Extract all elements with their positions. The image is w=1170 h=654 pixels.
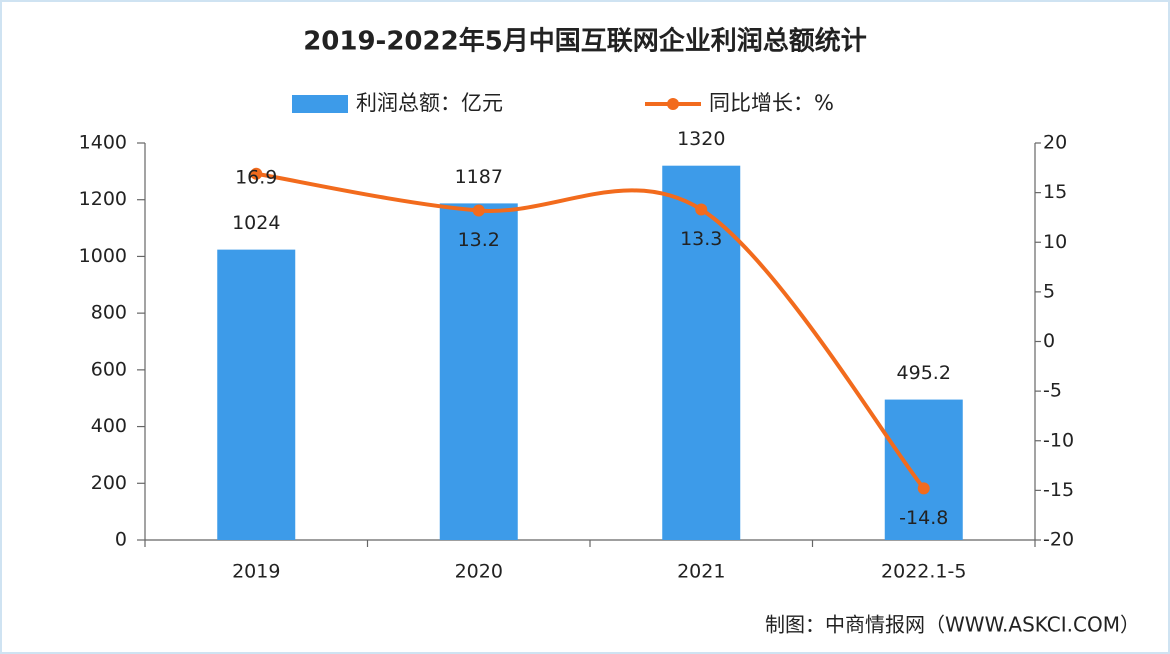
bar-value-label: 1187 [455, 166, 503, 188]
line-point [917, 482, 930, 495]
legend-label: 同比增长：% [709, 91, 834, 115]
line-value-label: 13.3 [680, 228, 722, 250]
line-point [250, 167, 263, 180]
line-value-label: -14.8 [899, 507, 948, 529]
bar-value-label: 1024 [232, 212, 280, 234]
x-tick-label: 2020 [455, 561, 503, 583]
x-tick-label: 2022.1-5 [881, 561, 966, 583]
y-tick-label: 0 [115, 529, 127, 551]
x-tick-label: 2019 [232, 561, 280, 583]
line [255, 171, 926, 490]
legend-swatch [292, 95, 348, 113]
y-tick-label: 600 [91, 358, 127, 380]
y2-tick-label: -15 [1043, 479, 1074, 501]
bar [217, 249, 296, 540]
y2-tick-label: 20 [1043, 132, 1067, 154]
bar [439, 203, 518, 541]
y-tick-label: 1200 [79, 188, 127, 210]
y2-tick-label: 0 [1043, 330, 1055, 352]
y2-tick-label: -5 [1043, 380, 1062, 402]
y-tick-label: 800 [91, 302, 127, 324]
legend-label: 利润总额：亿元 [356, 91, 503, 115]
bar [884, 399, 963, 540]
y2-tick-label: -20 [1043, 529, 1074, 551]
line-point [695, 203, 708, 216]
legend-swatch [667, 98, 679, 110]
bar [662, 165, 741, 540]
y-tick-label: 1400 [79, 132, 127, 154]
y2-tick-label: 10 [1043, 231, 1067, 253]
bar-value-label: 1320 [677, 128, 725, 150]
source-note: 制图：中商情报网（WWW.ASKCI.COM） [765, 613, 1140, 637]
y-tick-label: 200 [91, 472, 127, 494]
line-value-label: 13.2 [458, 229, 500, 251]
y-tick-label: 400 [91, 415, 127, 437]
bar-value-label: 495.2 [897, 362, 951, 384]
line-value-label: 16.9 [235, 166, 277, 188]
line-point [472, 204, 485, 217]
y2-tick-label: -10 [1043, 429, 1074, 451]
y2-tick-label: 5 [1043, 280, 1055, 302]
y2-tick-label: 15 [1043, 181, 1067, 203]
y-tick-label: 1000 [79, 245, 127, 267]
x-tick-label: 2021 [677, 561, 725, 583]
chart-title: 2019-2022年5月中国互联网企业利润总额统计 [303, 26, 867, 57]
